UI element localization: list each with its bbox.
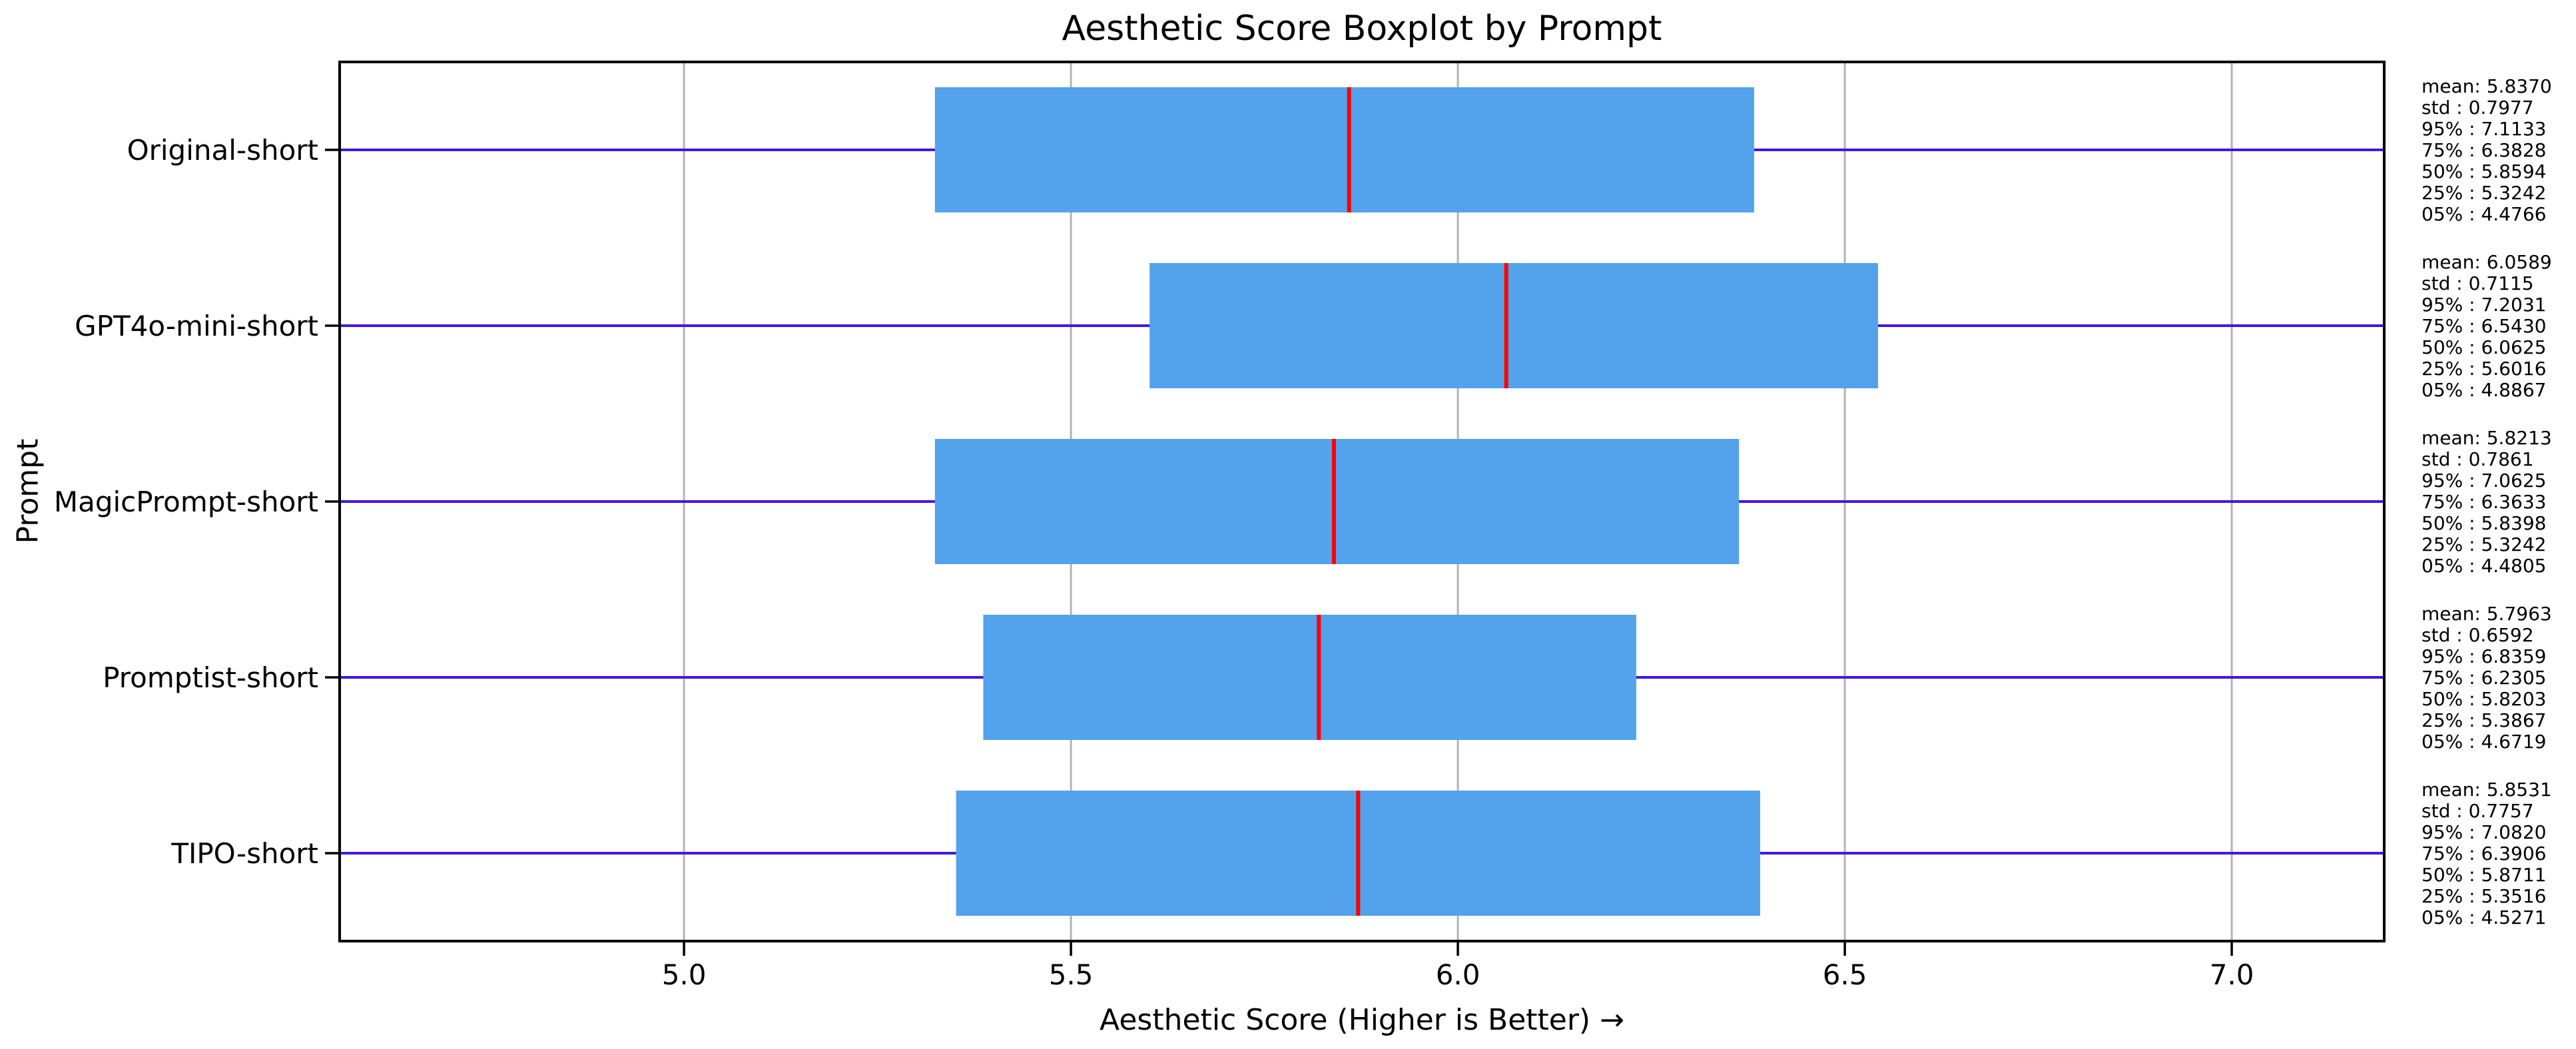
x-tick-label: 6.5 (1823, 958, 1867, 991)
stats-line: mean: 5.8213 (2421, 427, 2552, 449)
stats-line: 75% : 6.3633 (2421, 491, 2546, 513)
stats-line: 95% : 7.0625 (2421, 470, 2546, 492)
stats-line: std : 0.7757 (2421, 800, 2534, 822)
stats-line: 05% : 4.6719 (2421, 731, 2546, 753)
stats-line: mean: 5.8370 (2421, 75, 2552, 97)
y-tick-label: Original-short (127, 134, 318, 167)
stats-line: 95% : 7.1133 (2421, 118, 2546, 140)
chart-title: Aesthetic Score Boxplot by Prompt (1062, 9, 1662, 49)
stats-line: 75% : 6.5430 (2421, 315, 2546, 337)
stats-line: mean: 5.7963 (2421, 603, 2552, 625)
x-tick-label: 7.0 (2210, 958, 2254, 991)
stats-line: std : 0.7977 (2421, 97, 2534, 119)
box-iqr (1149, 263, 1879, 388)
box-iqr (934, 87, 1754, 212)
stats-line: mean: 6.0589 (2421, 251, 2552, 273)
stats-line: 50% : 6.0625 (2421, 336, 2546, 358)
stats-line: mean: 5.8531 (2421, 779, 2552, 801)
x-tick-label: 6.0 (1436, 958, 1480, 991)
y-tick-label: Promptist-short (103, 661, 318, 694)
stats-line: 05% : 4.4805 (2421, 555, 2546, 577)
stats-line: 25% : 5.3516 (2421, 885, 2546, 907)
stats-line: 50% : 5.8203 (2421, 688, 2546, 710)
x-tick-label: 5.0 (662, 958, 707, 991)
stats-line: 25% : 5.3242 (2421, 533, 2546, 555)
y-tick-label: MagicPrompt-short (54, 486, 318, 518)
stats-line: 95% : 7.2031 (2421, 294, 2546, 316)
y-tick-label: TIPO-short (170, 837, 318, 870)
stats-line: std : 0.6592 (2421, 624, 2534, 646)
stats-line: 75% : 6.3906 (2421, 843, 2546, 865)
stats-line: std : 0.7861 (2421, 448, 2534, 470)
stats-line: std : 0.7115 (2421, 272, 2534, 294)
stats-line: 05% : 4.8867 (2421, 379, 2546, 401)
stats-line: 95% : 7.0820 (2421, 821, 2546, 843)
stats-line: 50% : 5.8594 (2421, 161, 2546, 182)
stats-line: 05% : 4.5271 (2421, 906, 2546, 928)
x-axis-label: Aesthetic Score (Higher is Better) → (1100, 1003, 1624, 1037)
x-tick-label: 5.5 (1049, 958, 1094, 991)
box-iqr (934, 439, 1740, 564)
stats-line: 25% : 5.3242 (2421, 182, 2546, 204)
stats-line: 95% : 6.8359 (2421, 645, 2546, 667)
stats-line: 50% : 5.8711 (2421, 864, 2546, 886)
y-tick-label: GPT4o-mini-short (75, 310, 318, 342)
stats-line: 25% : 5.3867 (2421, 709, 2546, 731)
stats-line: 25% : 5.6016 (2421, 358, 2546, 380)
stats-line: 50% : 5.8398 (2421, 512, 2546, 534)
stats-line: 05% : 4.4766 (2421, 203, 2546, 225)
box-iqr (983, 615, 1636, 740)
stats-line: 75% : 6.3828 (2421, 139, 2546, 161)
stats-line: 75% : 6.2305 (2421, 667, 2546, 689)
